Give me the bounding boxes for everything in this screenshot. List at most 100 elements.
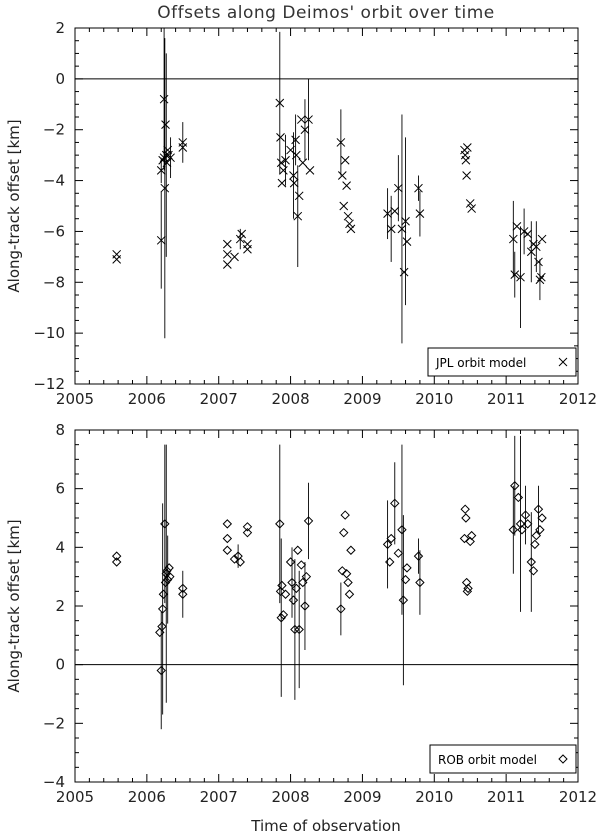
bottom-data-point	[344, 589, 355, 599]
bottom-y-axis-label: Along-track offset [km]	[5, 519, 23, 692]
top-data-point	[397, 224, 407, 234]
bottom-data-point	[303, 516, 314, 526]
bottom-data-point	[296, 560, 307, 570]
bottom-data-point	[526, 557, 537, 567]
bottom-x-tick-label: 2006	[128, 788, 166, 806]
top-data-point	[519, 227, 529, 236]
top-data-point	[336, 138, 346, 147]
bottom-data-point	[513, 492, 524, 503]
bottom-data-point	[276, 613, 286, 623]
bottom-data-point	[343, 577, 353, 588]
top-data-point	[534, 257, 543, 267]
bottom-data-point	[466, 530, 477, 541]
top-data-point	[289, 171, 298, 180]
bottom-data-point	[537, 513, 547, 523]
bottom-data-point	[235, 557, 245, 567]
bottom-data-point	[275, 586, 286, 597]
bottom-data-point	[415, 577, 425, 588]
bottom-data-point	[301, 571, 312, 582]
bottom-data-point	[531, 530, 542, 541]
bottom-data-point	[460, 504, 470, 514]
top-y-tick-label: 2	[55, 19, 65, 37]
top-data-point	[516, 272, 525, 282]
top-data-point	[399, 267, 409, 277]
bottom-data-point	[397, 525, 407, 535]
top-data-point	[462, 171, 471, 180]
bottom-data-point	[242, 522, 253, 532]
bottom-data-point	[522, 519, 533, 529]
top-data-point	[510, 270, 520, 280]
top-data-point	[230, 252, 239, 262]
bottom-data-point	[339, 527, 349, 538]
top-data-point	[162, 158, 172, 168]
bottom-data-point	[298, 577, 308, 588]
top-data-point	[279, 166, 288, 175]
top-data-point	[291, 150, 301, 160]
figure-title: Offsets along Deimos' orbit over time	[157, 3, 494, 23]
top-data-point	[296, 115, 306, 124]
bottom-data-point	[390, 498, 400, 509]
top-data-point	[394, 183, 403, 193]
bottom-data-point	[535, 525, 545, 535]
top-data-point	[156, 235, 166, 245]
bottom-data-point	[178, 583, 188, 594]
top-data-point	[291, 135, 300, 145]
top-y-tick-label: −2	[43, 121, 65, 139]
top-data-point	[523, 229, 533, 239]
bottom-data-point	[290, 624, 300, 635]
bottom-data-point	[162, 566, 172, 576]
top-legend-box	[427, 347, 577, 377]
top-data-point	[465, 199, 475, 208]
bottom-y-tick-label: −2	[43, 714, 65, 732]
bottom-x-tick-label: 2011	[487, 788, 525, 806]
bottom-data-point	[533, 504, 544, 514]
bottom-legend-symbol	[558, 754, 568, 764]
top-y-axis-label: Along-track offset [km]	[5, 119, 23, 292]
top-data-point	[281, 155, 290, 165]
top-data-point	[535, 275, 545, 285]
bottom-data-point	[463, 583, 473, 594]
top-data-point	[401, 216, 410, 226]
top-data-point	[462, 143, 472, 152]
bottom-data-point	[222, 545, 233, 555]
top-data-point	[276, 132, 285, 142]
bottom-data-point	[111, 551, 122, 561]
bottom-data-point	[400, 574, 411, 585]
bottom-y-tick-label: 2	[55, 597, 65, 615]
top-data-point	[166, 153, 175, 163]
bottom-x-tick-label: 2009	[343, 788, 381, 806]
figure-x-axis-label: Time of observation	[250, 817, 400, 834]
bottom-data-point	[346, 545, 356, 555]
bottom-data-point	[111, 557, 122, 567]
bottom-data-point	[402, 563, 412, 573]
bottom-data-point	[285, 557, 296, 567]
bottom-data-point	[336, 604, 346, 614]
bottom-data-point	[510, 481, 520, 491]
top-data-point	[337, 171, 347, 180]
bottom-x-tick-label: 2012	[559, 788, 597, 806]
top-data-point	[112, 255, 122, 264]
bottom-data-point	[157, 621, 167, 632]
bottom-data-point	[382, 539, 393, 550]
bottom-data-point	[385, 557, 395, 567]
top-data-point	[531, 242, 541, 252]
bottom-legend-box	[429, 744, 577, 774]
top-data-point	[298, 158, 308, 168]
bottom-data-point	[277, 580, 287, 591]
bottom-data-point	[178, 589, 188, 599]
top-y-tick-label: −6	[43, 222, 65, 240]
bottom-y-tick-label: 6	[55, 480, 65, 498]
bottom-data-point	[341, 569, 352, 579]
top-data-point	[414, 183, 423, 193]
bottom-data-point	[293, 545, 303, 555]
bottom-data-point	[229, 554, 240, 564]
bottom-data-point	[157, 604, 168, 614]
top-x-tick-label: 2011	[487, 390, 525, 408]
top-x-tick-label: 2008	[271, 390, 309, 408]
top-data-point	[222, 239, 232, 249]
top-data-point	[402, 237, 412, 246]
bottom-data-point	[508, 525, 519, 535]
bottom-data-point	[520, 510, 531, 520]
bottom-x-tick-label: 2007	[200, 788, 238, 806]
top-x-tick-label: 2012	[559, 390, 597, 408]
